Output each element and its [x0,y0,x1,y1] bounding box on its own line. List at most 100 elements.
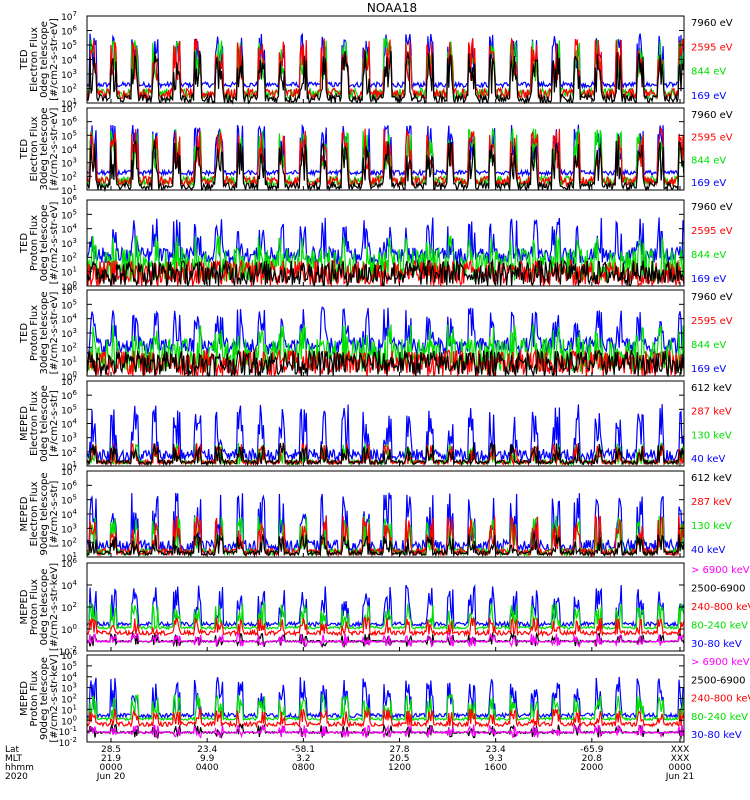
y-axis-label-line: MEPED [19,406,30,441]
x-tick-label-mlt: 20.5 [389,754,409,764]
series-line-8-1 [86,724,685,739]
legend-entry: 80-240 keV [691,712,748,723]
y-tick-exponent: 2 [73,251,77,259]
y-tick-label: 103 [61,432,77,445]
y-tick-exponent: 0 [73,280,77,288]
series-line-5-1 [86,442,685,467]
legend-entry: 844 eV [691,340,726,351]
y-tick-exponent: 1 [73,356,77,364]
series-line-6-1 [86,531,685,558]
y-tick-exponent: 6 [73,389,78,397]
y-tick-exponent: 5 [73,208,77,216]
y-tick-label: 105 [61,403,77,416]
series-line-4-4 [86,306,685,355]
legend-entry: 40 keV [691,545,725,556]
series-line-7-3 [86,615,685,638]
y-tick-exponent: 4 [73,54,78,62]
y-tick-label: 104 [61,508,77,521]
x-tick-label-mlt: 21.9 [101,754,121,764]
x-tick-label-hhmm: 0000 [100,763,123,773]
y-axis-label-line: 0deg telescope [39,21,50,98]
legend-entry: 30-80 keV [691,730,742,741]
x-tick-label-hhmm: 0400 [196,763,219,773]
x-tick-label-lat: XXX [671,745,690,755]
y-tick-label: 103 [61,522,77,535]
y-tick-label: 106 [61,116,77,129]
y-tick-exponent: 1 [73,703,77,711]
y-tick-exponent: 7 [73,465,77,473]
y-tick-label: 103 [61,68,77,81]
series-line-7-4 [86,601,685,631]
y-axis-label-line: Proton Flux [29,579,40,635]
y-axis-label-line: TED [19,139,30,160]
y-axis-label-line: Electron Flux [29,481,40,546]
y-tick-label: 104 [61,54,77,67]
y-tick-label: 100 [61,623,77,636]
y-axis-label: TEDProton Flux0deg telescope[#/cm2-s-str… [19,202,60,285]
y-axis-label: TEDProton Flux30deg telescope[#/cm2-s-st… [19,291,60,374]
y-tick-exponent: 6 [73,284,78,292]
panel-8: 10-210-1100101102103104105106MEPEDProton… [19,649,750,749]
y-tick-exponent: 4 [73,579,78,587]
y-axis-label-line: 90deg telescope [39,472,50,555]
y-tick-exponent: 5 [73,298,77,306]
y-tick-exponent: -1 [70,725,77,733]
x-tick-label-hhmm: 0000 [669,763,692,773]
y-axis-label-line: [#/cm2-s-str-eV] [49,292,60,375]
legend-entry: 169 eV [691,274,726,285]
x-tick-label-lat: -58.1 [292,745,315,755]
y-tick-exponent: 6 [73,25,78,33]
x-tick-label-mlt: 20.8 [582,754,602,764]
y-tick-exponent: 3 [73,157,77,165]
legend-entry: 844 eV [691,250,726,261]
y-tick-exponent: 2 [73,341,77,349]
y-tick-exponent: 2 [73,537,77,545]
legend-entry: 287 keV [691,497,732,508]
legend-entry: 2595 eV [691,42,733,53]
y-tick-exponent: 5 [73,494,77,502]
y-tick-label: 105 [61,494,77,507]
x-tick-label-date: Jun 20 [96,772,126,782]
x-tick-label-lat: -65.9 [580,745,604,755]
series-line-4-3 [86,324,685,373]
series-line-6-2 [86,513,685,558]
y-tick-exponent: 7 [73,102,77,110]
y-tick-label: 102 [61,446,77,459]
legend-entry: 80-240 keV [691,621,748,632]
y-tick-exponent: 0 [73,623,77,631]
y-tick-label: 102 [61,601,77,614]
x-tick-label-lat: 28.5 [101,745,121,755]
series-line-8-5 [86,676,685,720]
legend-entry: 612 keV [691,473,732,484]
y-tick-label: 101 [61,356,77,369]
y-tick-exponent: 7 [73,10,77,18]
y-tick-exponent: 3 [73,432,77,440]
legend-entry: 7960 eV [691,292,733,303]
y-tick-label: 102 [61,83,77,96]
y-axis-label-line: Proton Flux [29,670,40,726]
y-tick-exponent: -2 [70,645,77,653]
y-axis-label-line: [#/cm2-s-str] [49,390,60,457]
series-line-3-1 [86,258,685,288]
y-axis-label-line: MEPED [19,496,30,531]
series-line-2-4 [86,123,685,178]
series-line-7-5 [86,583,685,629]
y-axis-label-line: Proton Flux [29,215,40,271]
series-line-4-1 [86,348,685,378]
y-tick-exponent: 6 [73,479,78,487]
figure-title: NOAA18 [367,1,417,15]
y-tick-exponent: -2 [70,736,77,744]
x-row-label: 2020 [5,772,28,782]
legend-entry: 7960 eV [691,110,733,121]
series-line-8-3 [86,707,685,729]
series-line-8-4 [87,693,685,723]
y-axis-label-line: Electron Flux [29,116,40,181]
series-line-2-1 [86,139,685,193]
